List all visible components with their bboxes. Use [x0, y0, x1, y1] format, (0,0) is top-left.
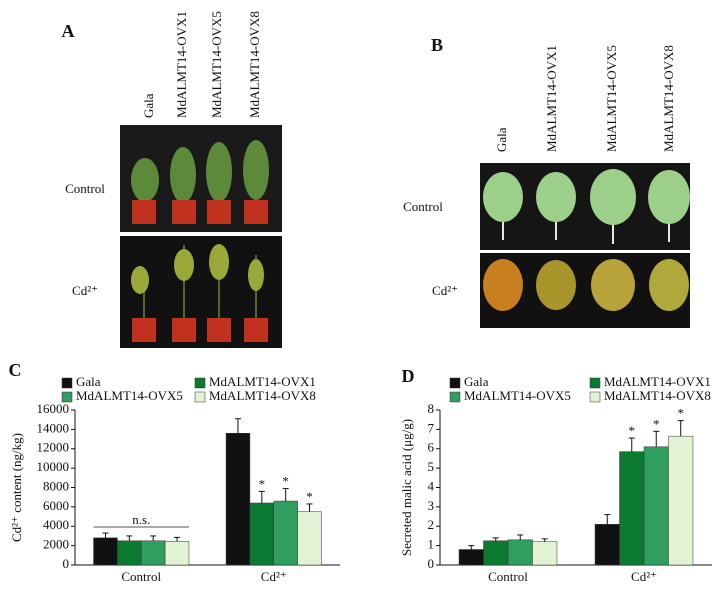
annotation: n.s. [132, 512, 150, 527]
legend-label: MdALMT14-OVX1 [209, 374, 316, 389]
y-tick-label: 4000 [43, 517, 69, 532]
panel-label: D [402, 366, 415, 386]
row-label: Cd²⁺ [432, 283, 458, 298]
photo-a [120, 125, 282, 348]
y-tick-label: 4 [428, 478, 435, 493]
bar [458, 549, 484, 566]
legend-label: MdALMT14-OVX8 [604, 388, 711, 403]
y-tick-label: 2000 [43, 537, 69, 552]
legend-label: MdALMT14-OVX5 [464, 388, 571, 403]
y-tick-label: 7 [428, 420, 435, 435]
y-tick-label: 0 [63, 556, 70, 571]
legend-label: Gala [76, 374, 101, 389]
y-tick-label: 6 [428, 440, 435, 455]
y-tick-label: 3 [428, 498, 435, 513]
x-tick-label: Cd²⁺ [261, 569, 287, 584]
column-label: MdALMT14-OVX1 [174, 11, 189, 118]
column-label: Gala [141, 93, 156, 118]
bar [507, 539, 533, 566]
row-label: Control [65, 181, 105, 196]
significance-mark: * [282, 473, 289, 488]
x-tick-label: Cd²⁺ [631, 569, 657, 584]
significance-mark: * [629, 423, 636, 438]
bar [273, 500, 298, 566]
bar [117, 540, 142, 566]
column-label: Gala [494, 127, 509, 152]
bar [141, 540, 166, 566]
column-label: MdALMT14-OVX1 [544, 45, 559, 152]
significance-mark: * [259, 476, 266, 491]
y-tick-label: 1 [428, 537, 435, 552]
column-label: MdALMT14-OVX5 [604, 45, 619, 152]
bar [164, 541, 190, 566]
y-tick-label: 12000 [37, 440, 70, 455]
legend-label: MdALMT14-OVX8 [209, 388, 316, 403]
x-tick-label: Control [121, 569, 161, 584]
column-label: MdALMT14-OVX8 [661, 45, 676, 152]
legend-label: MdALMT14-OVX5 [76, 388, 183, 403]
y-tick-label: 8000 [43, 478, 69, 493]
panel-label: A [62, 21, 75, 41]
significance-mark: * [653, 416, 660, 431]
legend-swatch [61, 377, 73, 389]
row-label: Control [403, 199, 443, 214]
column-label: MdALMT14-OVX5 [209, 11, 224, 118]
significance-mark: * [306, 489, 313, 504]
bar [594, 524, 620, 566]
y-tick-label: 0 [428, 556, 435, 571]
bar [643, 446, 669, 566]
legend-swatch [589, 377, 601, 389]
x-tick-label: Control [488, 569, 528, 584]
y-tick-label: 8 [428, 401, 435, 416]
bar [619, 451, 645, 566]
panel-label: B [431, 35, 443, 55]
y-tick-label: 10000 [37, 459, 70, 474]
legend-swatch [61, 391, 73, 403]
bar [532, 541, 558, 566]
bar [297, 511, 322, 566]
y-tick-label: 14000 [37, 420, 70, 435]
legend-swatch [589, 391, 601, 403]
bar [225, 433, 251, 566]
bar [483, 540, 509, 566]
bar [249, 502, 274, 566]
bar [93, 537, 118, 566]
y-tick-label: 5 [428, 459, 435, 474]
y-tick-label: 2 [428, 517, 435, 532]
bar [668, 435, 694, 566]
legend-label: Gala [464, 374, 489, 389]
column-label: MdALMT14-OVX8 [247, 11, 262, 118]
legend-swatch [194, 391, 206, 403]
row-label: Cd²⁺ [72, 283, 98, 298]
significance-mark: * [677, 406, 684, 421]
y-tick-label: 16000 [37, 401, 70, 416]
photo-b [480, 163, 690, 328]
panel-label: C [9, 360, 22, 380]
y-tick-label: 6000 [43, 498, 69, 513]
legend-swatch [194, 377, 206, 389]
y-axis-label: Secreted malic acid (μg/g) [399, 419, 414, 556]
legend-swatch [449, 377, 461, 389]
y-axis-label: Cd²⁺ content (ng/kg) [9, 433, 24, 542]
legend-swatch [449, 391, 461, 403]
legend-label: MdALMT14-OVX1 [604, 374, 711, 389]
